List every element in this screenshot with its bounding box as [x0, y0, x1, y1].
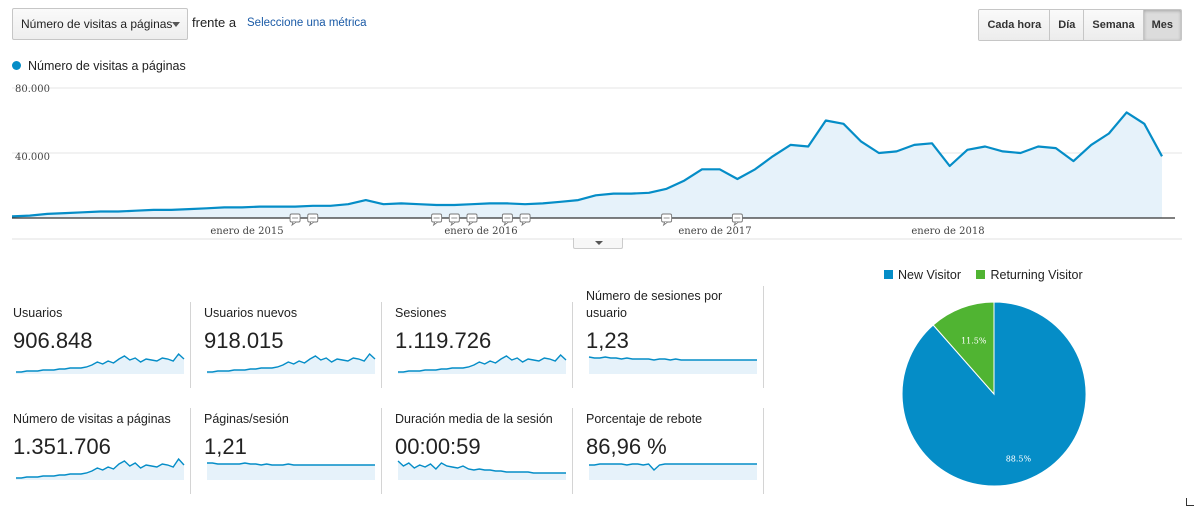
series-line — [12, 111, 1163, 218]
pie-legend-item[interactable]: New Visitor — [884, 268, 961, 282]
metric-sparkline — [397, 460, 566, 480]
resize-corner — [1186, 498, 1194, 506]
metric-label: Duración media de la sesión — [395, 412, 553, 426]
metric-tile[interactable]: Porcentaje de rebote 86,96 % — [586, 408, 764, 494]
annotation-markers — [289, 213, 743, 227]
sparkline-fill — [398, 355, 566, 374]
metric-value: 86,96 % — [586, 434, 667, 459]
granularity-week-button[interactable]: Semana — [1083, 10, 1143, 40]
legend-label: New Visitor — [898, 268, 961, 282]
granularity-month-button[interactable]: Mes — [1142, 10, 1181, 40]
sparkline-fill — [589, 357, 757, 374]
sparkline-fill — [398, 461, 566, 480]
metric-sparkline — [398, 354, 567, 374]
annotation-marker-icon[interactable] — [501, 213, 513, 227]
metric-sparkline — [589, 463, 757, 480]
series-color-dot — [12, 61, 21, 70]
sparkline-line — [16, 457, 185, 479]
chart-legend: Número de visitas a páginas — [12, 59, 186, 73]
granularity-hourly-button[interactable]: Cada hora — [979, 10, 1050, 40]
sparkline-line — [207, 352, 376, 373]
metric-label: Usuarios — [13, 306, 63, 320]
visitor-type-pie-chart[interactable]: 88.5% 11.5% — [896, 296, 1092, 492]
metric-tile[interactable]: Número de sesiones por usuario 1,23 — [586, 286, 764, 388]
pie-slice-label: 11.5% — [961, 337, 987, 346]
metric-tile[interactable]: Número de visitas a páginas 1.351.706 — [13, 408, 191, 494]
metric-label: Porcentaje de rebote — [586, 412, 703, 426]
legend-label: Returning Visitor — [990, 268, 1083, 282]
sparkline-fill — [16, 354, 184, 374]
annotation-marker-icon[interactable] — [731, 213, 743, 227]
annotation-marker-icon[interactable] — [519, 213, 531, 227]
metric-value: 1.351.706 — [13, 434, 111, 459]
metric-label: Páginas/sesión — [204, 412, 289, 426]
metric-select[interactable]: Número de visitas a páginas — [12, 8, 188, 40]
metric-sparkline — [207, 462, 375, 480]
metric-select-value: Número de visitas a páginas — [21, 17, 173, 31]
metric-value: 00:00:59 — [395, 434, 481, 459]
sparkline-line — [207, 462, 375, 466]
metric-value: 918.015 — [204, 328, 284, 353]
annotation-marker-icon[interactable] — [431, 213, 443, 227]
metric-label: Número de visitas a páginas — [13, 412, 171, 426]
pie-legend: New Visitor Returning Visitor — [884, 268, 1095, 282]
collapse-chart-toggle[interactable] — [573, 238, 623, 249]
sparkline-line — [589, 463, 757, 471]
sparkline-line — [397, 460, 566, 474]
y-tick-label: 40.000 — [15, 152, 50, 163]
y-tick-label: 80.000 — [15, 84, 50, 95]
x-tick-label: enero de 2018 — [911, 226, 984, 237]
metric-label: Número de sesiones por usuario — [586, 289, 723, 320]
annotation-marker-icon[interactable] — [661, 213, 673, 227]
select-compare-metric-link[interactable]: Seleccione una métrica — [247, 17, 367, 29]
chevron-down-icon — [172, 22, 180, 27]
metric-tile[interactable]: Usuarios nuevos 918.015 — [204, 302, 382, 388]
pie-slice-label: 88.5% — [1006, 455, 1032, 464]
metric-tile[interactable]: Páginas/sesión 1,21 — [204, 408, 382, 494]
metric-sparkline — [16, 352, 185, 374]
chevron-down-icon — [595, 241, 603, 245]
legend-swatch — [976, 270, 986, 279]
metric-sparkline — [207, 352, 376, 374]
metric-label: Sesiones — [395, 306, 447, 320]
sparkline-line — [16, 352, 185, 373]
sparkline-fill — [589, 464, 757, 480]
legend-swatch — [884, 270, 893, 279]
chart-toolbar: Número de visitas a páginas frente a Sel… — [12, 8, 1182, 42]
sparkline-line — [588, 356, 757, 361]
x-tick-label: enero de 2015 — [210, 226, 283, 237]
chart-legend-label: Número de visitas a páginas — [28, 59, 186, 73]
annotation-marker-icon[interactable] — [466, 213, 478, 227]
compare-label: frente a — [192, 15, 237, 30]
metric-tile[interactable]: Sesiones 1.119.726 — [395, 302, 573, 388]
x-tick-label: enero de 2016 — [444, 226, 517, 237]
metric-value: 1,23 — [586, 328, 629, 353]
granularity-toggle: Cada hora Día Semana Mes — [978, 9, 1182, 41]
pie-legend-item[interactable]: Returning Visitor — [976, 268, 1083, 282]
pie-slice[interactable] — [932, 301, 995, 396]
annotation-marker-icon[interactable] — [289, 213, 301, 227]
metric-value: 906.848 — [13, 328, 93, 353]
granularity-day-button[interactable]: Día — [1049, 10, 1084, 40]
series-area-fill — [12, 112, 1162, 218]
metric-sparkline — [16, 457, 185, 480]
x-tick-label: enero de 2017 — [678, 226, 751, 237]
metric-label: Usuarios nuevos — [204, 306, 298, 320]
metric-tile[interactable]: Usuarios 906.848 — [13, 302, 191, 388]
sparkline-line — [398, 354, 567, 373]
metric-tile[interactable]: Duración media de la sesión 00:00:59 — [395, 408, 573, 494]
sparkline-fill — [207, 463, 375, 480]
metric-value: 1.119.726 — [395, 328, 492, 353]
metric-value: 1,21 — [204, 434, 247, 459]
annotation-marker-icon[interactable] — [307, 213, 319, 227]
metric-sparkline — [588, 356, 757, 374]
sparkline-fill — [207, 354, 375, 374]
annotation-marker-icon[interactable] — [448, 213, 460, 227]
pageviews-area-chart[interactable]: 80.000 40.000 enero de 2015 enero de 201… — [12, 76, 1182, 246]
